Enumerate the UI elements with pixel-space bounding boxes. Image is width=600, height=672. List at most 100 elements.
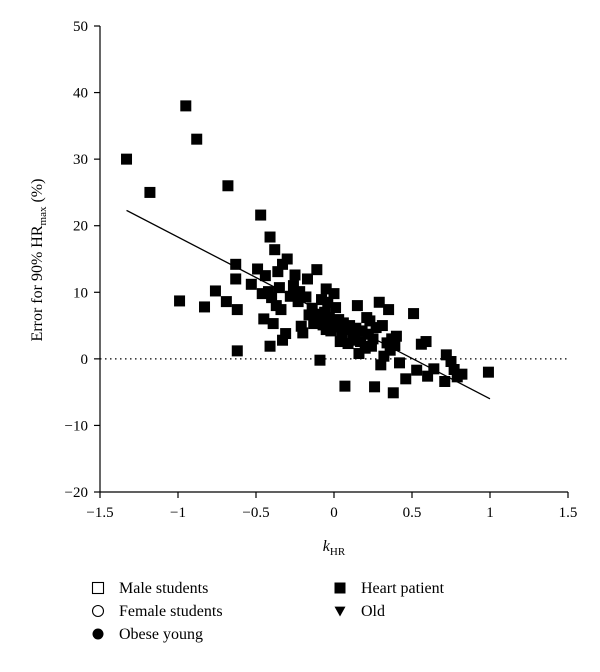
legend-label: Heart patient <box>361 580 445 597</box>
data-point <box>262 286 274 298</box>
data-point <box>180 100 192 112</box>
data-point <box>281 253 293 265</box>
data-point <box>342 338 354 350</box>
data-point <box>364 315 376 327</box>
data-point <box>311 264 323 276</box>
data-point <box>351 300 363 312</box>
legend: Male students Female students Obese young H… <box>91 580 445 643</box>
data-point <box>259 270 271 282</box>
legend-label: Male students <box>119 580 208 597</box>
x-tick-label: 1 <box>486 505 494 521</box>
x-axis-label: kHR <box>323 538 346 558</box>
data-point <box>252 263 264 275</box>
data-point <box>199 301 211 313</box>
data-point <box>339 380 351 392</box>
data-point <box>222 180 234 192</box>
data-point <box>314 354 326 366</box>
x-tick-label: −1 <box>170 505 186 521</box>
data-point <box>231 345 243 357</box>
data-point <box>440 349 452 361</box>
data-point <box>174 295 186 307</box>
data-point <box>191 133 203 145</box>
data-point <box>277 334 289 346</box>
data-point <box>356 325 368 337</box>
x-axis-label-subscript: HR <box>330 546 346 558</box>
data-point <box>482 366 494 378</box>
data-point <box>267 318 279 330</box>
data-point <box>258 313 270 325</box>
y-tick-label: 40 <box>73 86 88 102</box>
data-point <box>422 370 434 382</box>
data-point <box>330 302 342 314</box>
x-tick-label: −1.5 <box>86 505 113 521</box>
y-axis-label-prefix: Error for 90% HR <box>29 225 46 341</box>
y-axis-label-suffix: (%) <box>29 179 46 207</box>
data-point <box>350 322 362 334</box>
data-point <box>230 258 242 270</box>
legend-marker <box>91 581 105 595</box>
data-point <box>400 373 412 385</box>
data-point <box>300 291 312 303</box>
data-point <box>289 269 301 281</box>
x-axis-label-main: k <box>323 538 331 555</box>
x-tick-label: 1.5 <box>559 505 578 521</box>
data-point <box>231 304 243 316</box>
data-point <box>266 292 278 304</box>
data-point <box>312 308 324 320</box>
data-point <box>376 320 388 332</box>
y-tick-label: −20 <box>65 485 88 501</box>
data-point <box>269 244 281 256</box>
data-point <box>344 320 356 332</box>
data-point <box>121 153 133 165</box>
data-point <box>367 333 379 345</box>
data-point <box>273 282 285 294</box>
data-point <box>355 336 367 348</box>
data-point <box>373 296 385 308</box>
data-point <box>275 304 287 316</box>
data-point <box>255 209 267 221</box>
data-point <box>353 348 365 360</box>
data-point <box>370 322 382 334</box>
legend-marker <box>334 606 346 617</box>
y-tick-label: 20 <box>73 219 88 235</box>
data-point <box>230 273 242 285</box>
legend-marker <box>91 604 105 618</box>
data-point <box>320 283 332 295</box>
data-point <box>387 387 399 399</box>
x-tick-label: 0.5 <box>403 505 422 521</box>
data-point <box>303 309 315 321</box>
y-axis-label: Error for 90% HRmax (%) <box>29 179 49 342</box>
legend-label: Obese young <box>119 626 203 643</box>
data-point <box>295 320 307 332</box>
data-point <box>220 296 232 308</box>
data-point <box>411 364 423 376</box>
axis-labels: Error for 90% HRmax (%) kHR <box>29 179 346 558</box>
data-point <box>245 278 257 290</box>
data-point <box>420 336 432 348</box>
data-point <box>389 340 401 352</box>
data-point <box>383 304 395 316</box>
data-point <box>359 342 371 354</box>
data-point <box>348 334 360 346</box>
x-tick-label: 0 <box>330 505 338 521</box>
data-point <box>428 363 440 375</box>
legend-marker <box>334 582 346 594</box>
data-point <box>264 340 276 352</box>
data-point <box>284 290 296 302</box>
data-point <box>316 294 328 306</box>
data-point <box>456 368 468 380</box>
y-tick-label: −10 <box>65 418 88 434</box>
data-point <box>322 296 334 308</box>
data-point <box>292 296 304 308</box>
data-point <box>264 231 276 243</box>
data-point <box>287 280 299 292</box>
data-point <box>365 340 377 352</box>
data-point <box>390 330 402 342</box>
data-point <box>308 318 320 330</box>
data-point <box>256 288 268 300</box>
data-point <box>328 288 340 300</box>
data-point <box>209 285 221 297</box>
data-point <box>272 266 284 278</box>
x-tick-label: −0.5 <box>242 505 269 521</box>
